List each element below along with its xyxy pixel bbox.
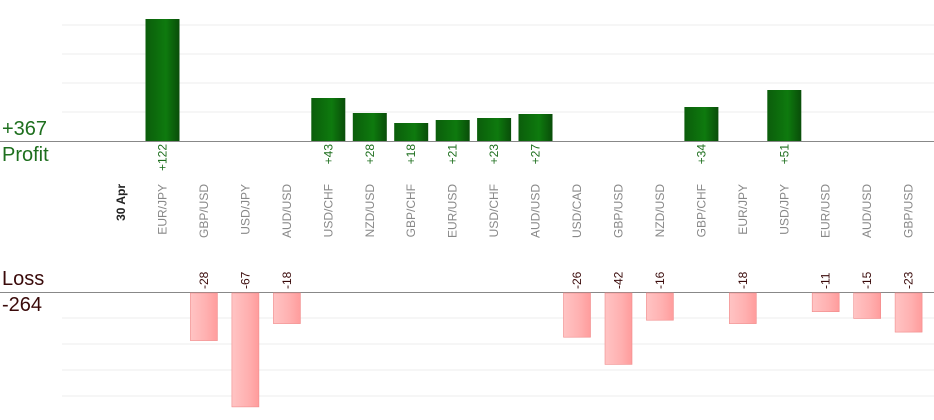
category-label: USD/CHF [321, 184, 335, 237]
data-label: +27 [529, 144, 543, 165]
data-label: -23 [902, 271, 916, 289]
data-label: -16 [653, 271, 667, 289]
profit-bar [518, 114, 553, 141]
data-label: +51 [777, 144, 791, 165]
data-label: +23 [487, 144, 501, 165]
category-label: USD/JPY [777, 184, 791, 235]
category-label: USD/CAD [570, 184, 584, 238]
profit-total: +367 [2, 118, 48, 140]
data-label: -26 [570, 271, 584, 289]
category-label: GBP/USD [902, 184, 916, 238]
profit-bar [352, 113, 387, 141]
data-label: -42 [612, 271, 626, 289]
data-label: -67 [238, 271, 252, 289]
loss-bar [231, 292, 260, 408]
gridlines [0, 24, 934, 397]
loss-bar [604, 292, 633, 365]
labels: 30 Apr EUR/JPY +122 GBP/USD -28 USD/JPY -67 AUD… [114, 144, 916, 289]
profit-bar [767, 90, 802, 141]
category-label: EUR/USD [446, 184, 460, 238]
data-label: +34 [694, 144, 708, 165]
data-label: -28 [197, 271, 211, 289]
loss-bar [190, 292, 218, 341]
category-label: GBP/CHF [404, 184, 418, 237]
loss-label: Loss [2, 268, 45, 290]
data-label: -15 [860, 271, 874, 289]
loss-bar [811, 292, 840, 313]
category-label: EUR/JPY [736, 184, 750, 235]
profit-bar [684, 107, 719, 141]
data-label: -18 [280, 271, 294, 289]
data-label: -18 [736, 271, 750, 289]
profit-bar [394, 123, 429, 141]
category-label: GBP/USD [197, 184, 211, 238]
profit-label: Profit [2, 144, 49, 166]
data-label: +122 [156, 144, 170, 171]
profit-bar [435, 120, 470, 141]
category-label: GBP/USD [612, 184, 626, 238]
loss-bar [853, 292, 882, 319]
loss-bar [646, 292, 674, 321]
loss-bar [894, 292, 923, 333]
data-label: -11 [819, 272, 833, 289]
category-label: EUR/JPY [156, 184, 170, 235]
loss-bar [273, 292, 301, 324]
profit-bar [311, 98, 346, 141]
category-label: NZD/USD [363, 184, 377, 238]
bars [145, 19, 923, 408]
category-label: NZD/USD [653, 184, 667, 238]
category-label: AUD/USD [280, 184, 294, 238]
loss-bar [563, 292, 591, 338]
loss-bar [728, 292, 757, 324]
category-label: AUD/USD [860, 184, 874, 238]
category-label: EUR/USD [819, 184, 833, 238]
data-label: +43 [321, 144, 335, 165]
profit-bar [477, 118, 512, 141]
profit-bar [145, 19, 180, 141]
data-label: +21 [446, 144, 460, 165]
date-label: 30 Apr [114, 184, 128, 221]
category-label: GBP/CHF [694, 184, 708, 237]
category-label: AUD/USD [529, 184, 543, 238]
loss-total: -264 [2, 294, 43, 316]
data-label: +28 [363, 144, 377, 165]
data-label: +18 [404, 144, 418, 165]
category-label: USD/JPY [238, 184, 252, 235]
category-label: USD/CHF [487, 184, 501, 237]
